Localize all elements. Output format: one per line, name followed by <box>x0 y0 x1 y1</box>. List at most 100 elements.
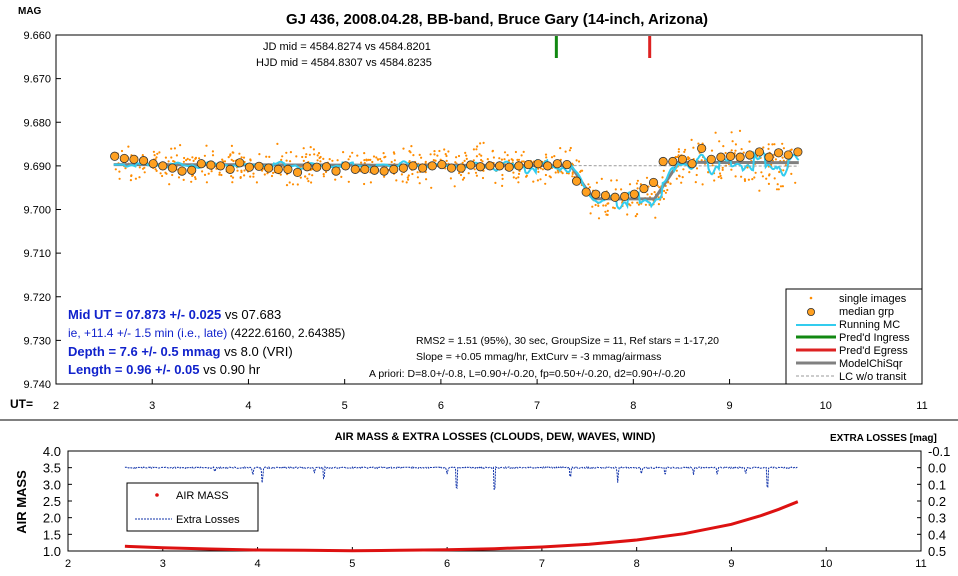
single-image-point <box>407 178 410 181</box>
single-image-point <box>503 158 506 161</box>
top-x-ticks: 2 3 4 5 6 7 8 9 10 11 <box>53 379 928 412</box>
single-image-point <box>447 150 450 153</box>
median-grp-point <box>273 164 283 174</box>
single-image-point <box>255 181 258 184</box>
single-image-point <box>305 153 308 156</box>
air-mass-axis-label: AIR MASS <box>14 470 29 534</box>
median-grp-point <box>523 159 534 170</box>
single-image-point <box>587 183 590 186</box>
single-image-point <box>481 176 485 180</box>
median-grp-point <box>466 160 476 170</box>
single-image-point <box>229 153 232 156</box>
single-image-point <box>230 144 233 147</box>
single-image-point <box>240 156 243 159</box>
single-image-point <box>559 147 562 150</box>
single-image-point <box>342 151 345 154</box>
single-image-point <box>692 146 695 149</box>
ie-rest: (4222.6160, 2.64385) <box>227 326 345 340</box>
single-image-point <box>191 174 194 177</box>
bottom-chart-title: AIR MASS & EXTRA LOSSES (CLOUDS, DEW, WA… <box>335 431 656 443</box>
single-image-point <box>700 159 703 162</box>
single-image-point <box>270 174 274 178</box>
single-image-point <box>517 172 521 175</box>
median-grp-point <box>292 167 303 178</box>
median-grp-point <box>600 190 611 201</box>
single-image-point <box>236 169 239 172</box>
single-image-point <box>263 173 266 176</box>
single-image-point <box>475 148 478 151</box>
median-grp-point <box>110 151 120 161</box>
single-image-point <box>680 181 683 184</box>
single-image-point <box>591 205 594 208</box>
single-image-point <box>232 159 235 163</box>
extra-losses-axis-label: EXTRA LOSSES [mag] <box>830 433 937 444</box>
single-image-point <box>636 201 639 204</box>
chart-title: GJ 436, 2008.04.28, BB-band, Bruce Gary … <box>286 11 708 28</box>
single-image-point <box>579 170 582 173</box>
single-image-point <box>129 179 132 182</box>
median-grp-point <box>629 189 639 199</box>
single-image-point <box>478 153 481 156</box>
single-image-point <box>221 158 224 161</box>
single-image-point <box>479 142 482 145</box>
single-image-point <box>289 151 292 154</box>
single-image-point <box>695 173 698 177</box>
single-image-point <box>628 183 632 186</box>
single-image-point <box>730 131 733 134</box>
single-image-point <box>433 153 436 156</box>
single-image-point <box>544 173 548 177</box>
single-image-point <box>767 147 770 150</box>
single-image-point <box>500 158 503 161</box>
bottom-y2-tick-label: -0.1 <box>928 444 950 459</box>
depth-bold: Depth = 7.6 +/- 0.5 mmag <box>68 344 221 359</box>
single-image-point <box>307 180 310 183</box>
single-image-point <box>231 176 235 179</box>
median-grp-point <box>735 152 745 162</box>
single-image-point <box>164 156 167 159</box>
bottom-x-tick-label: 9 <box>728 558 734 570</box>
single-image-point <box>707 171 710 174</box>
single-image-point <box>481 160 484 163</box>
single-image-point <box>461 161 464 164</box>
single-image-point <box>650 192 653 196</box>
single-image-point <box>662 197 666 201</box>
single-image-point <box>461 178 465 181</box>
single-image-point <box>322 157 325 160</box>
single-image-point <box>459 173 463 177</box>
single-image-point <box>161 174 164 178</box>
single-image-point <box>356 154 359 157</box>
single-image-point <box>367 158 370 161</box>
single-image-point <box>416 176 419 179</box>
single-image-point <box>363 159 366 162</box>
single-image-point <box>183 156 186 160</box>
single-image-point <box>168 183 171 186</box>
top-legend: single images median grp Running MC Pred… <box>785 288 923 385</box>
bottom-y2-tick-label: 0.5 <box>928 544 946 559</box>
bottom-y2-tick-label: 0.1 <box>928 477 946 492</box>
median-grp-point <box>725 151 736 161</box>
single-image-point <box>402 147 405 150</box>
single-image-point <box>581 169 584 172</box>
single-image-point <box>746 166 749 169</box>
single-image-point <box>203 173 207 176</box>
y-tick-label: 9.670 <box>23 74 51 86</box>
single-image-point <box>658 186 661 189</box>
jd-mid-text: JD mid = 4584.8274 vs 4584.8201 <box>263 41 431 53</box>
single-image-point <box>289 160 292 163</box>
single-image-point <box>664 191 668 194</box>
single-image-point <box>548 175 551 178</box>
bottom-y-ticks: 1.0 1.52.0 2.5 3.03.5 4.0 <box>43 444 72 559</box>
single-image-point <box>154 168 157 171</box>
single-image-point <box>312 148 315 151</box>
single-image-point <box>512 176 515 179</box>
median-grp-point <box>312 162 322 172</box>
single-image-point <box>503 151 507 154</box>
air-mass-line <box>124 500 799 553</box>
single-image-point <box>308 173 311 176</box>
single-image-point <box>589 212 592 215</box>
bottom-y2-tick-label: 0.0 <box>928 461 946 476</box>
median-grp-point <box>581 187 591 197</box>
single-image-point <box>152 150 155 153</box>
single-image-point <box>317 152 321 155</box>
median-grp-point <box>658 156 668 167</box>
